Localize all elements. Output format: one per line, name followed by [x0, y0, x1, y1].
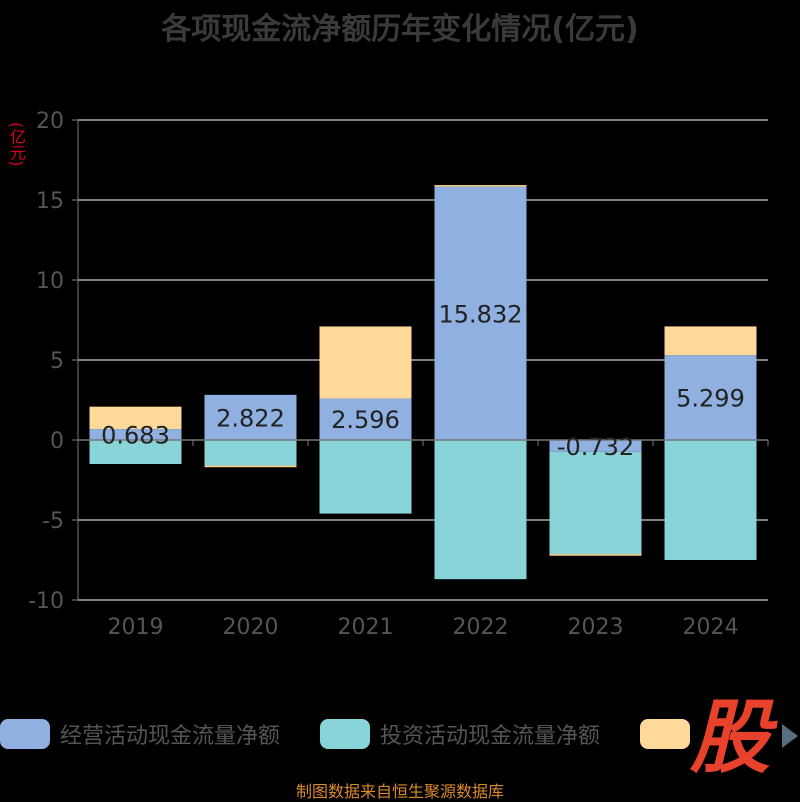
y-tick-label: 20 [36, 109, 64, 134]
y-axis-unit-label: (亿元) [7, 122, 26, 167]
bar-2023-series-2 [549, 451, 642, 555]
y-tick-label: 0 [50, 429, 64, 454]
bar-2021-series-3 [319, 326, 412, 399]
legend-item-1[interactable]: 经营活动现金流量净额 [0, 716, 280, 752]
bar-2023-series-3 [549, 554, 642, 556]
bar-2023-series-1 [549, 440, 642, 452]
source-note: 制图数据来自恒生聚源数据库 [295, 782, 504, 801]
bar-2021-series-2 [319, 440, 412, 514]
bar-2022-series-3 [434, 185, 527, 187]
y-tick-label: 15 [36, 189, 64, 214]
bar-2022-series-2 [434, 440, 527, 580]
bar-2024-series-3 [664, 326, 757, 356]
watermark-logo: 股 [690, 691, 770, 784]
y-tick-label: 5 [50, 349, 64, 374]
bar-2020-series-3 [204, 465, 297, 468]
bars [89, 185, 757, 580]
data-labels: 0.683 2.822 2.596 15.832 -0.732 5.299 [101, 300, 745, 461]
bar-2019-series-3 [89, 406, 182, 430]
y-tick-label: -5 [42, 509, 64, 534]
chart-title: 各项现金流净额历年变化情况(亿元) [161, 12, 639, 47]
bar-2024-series-1 [664, 355, 757, 440]
bar-2019-series-2 [89, 440, 182, 464]
legend-next-arrow-icon[interactable] [782, 724, 798, 748]
bar-2024-series-2 [664, 440, 757, 560]
axes: -10 -5 0 5 10 15 20 2019 2020 2021 2022 2023 2024 [28, 109, 769, 640]
data-label-2024: 5.299 [676, 385, 745, 413]
gridlines [78, 119, 768, 601]
y-tick-label: -10 [28, 589, 64, 614]
x-tick-label-2022: 2022 [453, 615, 509, 640]
data-label-2019: 0.683 [101, 422, 170, 450]
bar-2020-series-2 [204, 440, 297, 466]
legend-swatch [0, 719, 50, 749]
x-tick-label-2023: 2023 [568, 615, 624, 640]
data-label-2022: 15.832 [439, 300, 523, 328]
legend-item-2[interactable]: 投资活动现金流量净额 [320, 716, 600, 752]
data-label-2023: -0.732 [557, 433, 634, 461]
bar-2019-series-1 [89, 429, 182, 440]
y-tick-label: 10 [36, 269, 64, 294]
data-label-2021: 2.596 [331, 406, 400, 434]
legend: 经营活动现金流量净额 投资活动现金流量净额 [0, 716, 800, 756]
legend-swatch [640, 719, 690, 749]
x-tick-label-2020: 2020 [223, 615, 279, 640]
legend-label: 经营活动现金流量净额 [60, 724, 281, 749]
legend-swatch [320, 719, 370, 749]
bar-2022-series-1 [434, 186, 527, 440]
legend-label: 投资活动现金流量净额 [380, 724, 601, 749]
x-tick-label-2024: 2024 [683, 615, 739, 640]
legend-item-3[interactable] [640, 716, 700, 752]
bar-chart: -10 -5 0 5 10 15 20 2019 2020 2021 2022 2023 2024 0.… [28, 109, 769, 640]
x-tick-label-2021: 2021 [338, 615, 394, 640]
bar-2020-series-1 [204, 394, 297, 440]
x-tick-label-2019: 2019 [108, 615, 164, 640]
data-label-2020: 2.822 [216, 404, 285, 432]
bar-2021-series-1 [319, 398, 412, 440]
